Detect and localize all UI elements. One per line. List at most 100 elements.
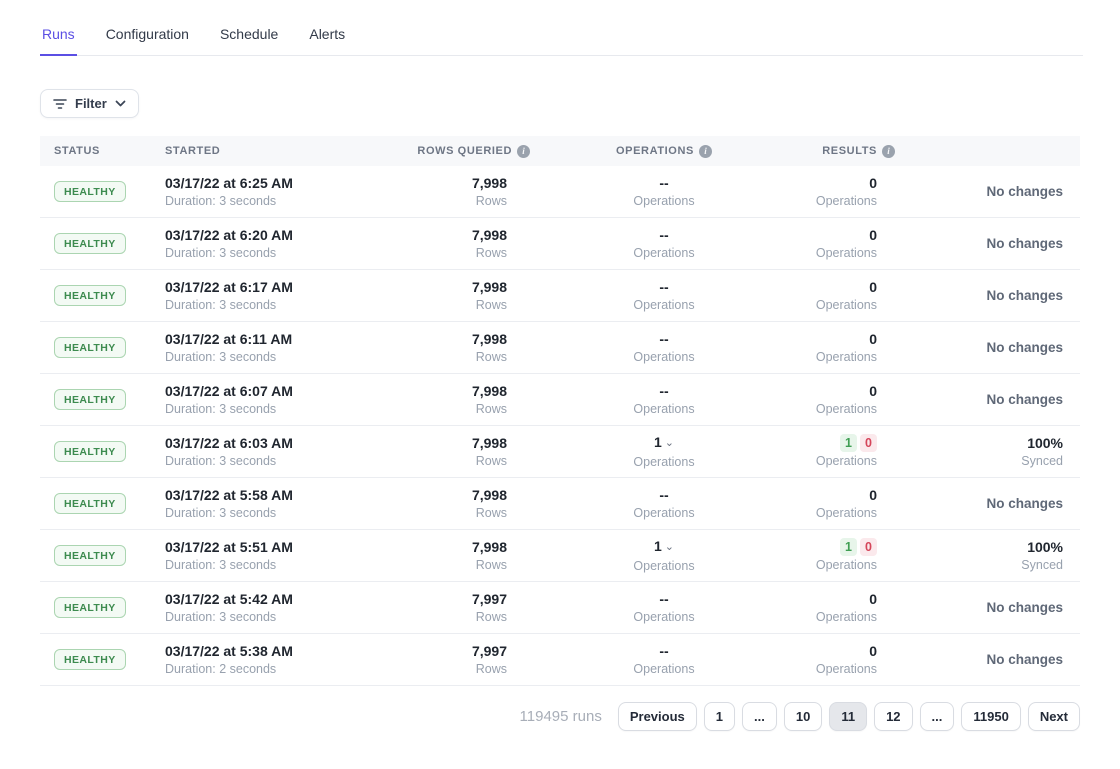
tab-runs[interactable]: Runs (40, 22, 77, 56)
page-button-10[interactable]: 10 (783, 702, 823, 731)
status-badge: HEALTHY (54, 389, 126, 410)
operations-label: Operations (633, 661, 695, 676)
operations-label: Operations (633, 349, 695, 364)
run-outcome: 100% Synced (895, 434, 1080, 470)
results-value: 0 (869, 486, 877, 503)
results-cell: 0 Operations (798, 590, 895, 626)
outcome-label: Synced (1021, 453, 1063, 468)
rows-queried-value: 7,997 (471, 642, 507, 659)
operations-label: Operations (633, 297, 695, 312)
status-badge: HEALTHY (54, 233, 126, 254)
page-button-previous[interactable]: Previous (617, 702, 697, 731)
results-cell: 0 Operations (798, 642, 895, 678)
page-button-ellipsis[interactable]: ... (742, 702, 777, 731)
tab-schedule[interactable]: Schedule (218, 22, 280, 56)
rows-queried-label: Rows (475, 661, 507, 676)
column-header-status: STATUS (40, 145, 160, 157)
status-badge: HEALTHY (54, 545, 126, 566)
status-badge: HEALTHY (54, 597, 126, 618)
tab-alerts[interactable]: Alerts (307, 22, 347, 56)
status-badge: HEALTHY (54, 649, 126, 670)
runs-table: STATUS STARTED ROWS QUERIED i OPERATIONS i RES… (40, 136, 1080, 686)
rows-queried-value: 7,998 (471, 174, 507, 191)
status-cell: HEALTHY (40, 337, 160, 358)
table-row: HEALTHY 03/17/22 at 6:07 AM Duration: 3 … (40, 374, 1080, 426)
table-row: HEALTHY 03/17/22 at 5:38 AM Duration: 2 … (40, 634, 1080, 686)
operations-expand-icon[interactable]: ⌄ (664, 436, 674, 449)
operations-value: 1 ⌄ (653, 537, 674, 554)
results-label: Operations (815, 349, 877, 364)
status-cell: HEALTHY (40, 597, 160, 618)
operations-cell: -- Operations (530, 382, 798, 418)
info-icon[interactable]: i (698, 144, 712, 158)
page-button-11[interactable]: 11 (829, 702, 868, 731)
run-started: 03/17/22 at 5:38 AM (165, 642, 293, 659)
started-cell: 03/17/22 at 6:03 AM Duration: 3 seconds (160, 434, 382, 470)
operations-label: Operations (633, 245, 695, 260)
results-label: Operations (815, 297, 877, 312)
results-value: 0 (869, 590, 877, 607)
info-icon[interactable]: i (517, 144, 530, 158)
results-value: 0 (869, 642, 877, 659)
operations-cell: 1 ⌄ Operations (530, 433, 798, 471)
operations-value: -- (659, 486, 669, 503)
results-label: Operations (815, 193, 877, 208)
status-cell: HEALTHY (40, 493, 160, 514)
status-badge: HEALTHY (54, 285, 126, 306)
started-cell: 03/17/22 at 6:11 AM Duration: 3 seconds (160, 330, 382, 366)
page-button-12[interactable]: 12 (874, 702, 913, 731)
page-button-next[interactable]: Next (1027, 702, 1080, 731)
status-badge: HEALTHY (54, 181, 126, 202)
tab-configuration[interactable]: Configuration (104, 22, 191, 56)
results-label: Operations (815, 453, 877, 468)
rows-queried-cell: 7,997 Rows (382, 642, 530, 678)
run-duration: Duration: 3 seconds (165, 453, 277, 468)
run-duration: Duration: 3 seconds (165, 245, 277, 260)
results-failed-count: 0 (860, 537, 877, 556)
run-outcome: No changes (986, 288, 1063, 303)
page-button-11950[interactable]: 11950 (961, 702, 1021, 731)
run-started: 03/17/22 at 6:11 AM (165, 330, 293, 347)
operations-expand-icon[interactable]: ⌄ (664, 540, 674, 553)
rows-queried-cell: 7,998 Rows (382, 486, 530, 522)
info-icon[interactable]: i (882, 144, 895, 158)
page-button-1[interactable]: 1 (703, 702, 735, 731)
status-cell: HEALTHY (40, 389, 160, 410)
run-outcome: No changes (986, 236, 1063, 251)
rows-queried-value: 7,998 (471, 278, 507, 295)
rows-queried-cell: 7,998 Rows (382, 434, 530, 470)
results-cell: 0 Operations (798, 226, 895, 262)
results-label: Operations (815, 557, 877, 572)
started-cell: 03/17/22 at 6:17 AM Duration: 3 seconds (160, 278, 382, 314)
operations-cell: -- Operations (530, 486, 798, 522)
run-started: 03/17/22 at 5:51 AM (165, 538, 293, 555)
filter-button[interactable]: Filter (40, 89, 139, 118)
rows-queried-cell: 7,998 Rows (382, 382, 530, 418)
runs-count: 119495 runs (519, 708, 602, 725)
operations-cell: 1 ⌄ Operations (530, 537, 798, 575)
rows-queried-label: Rows (475, 609, 507, 624)
operations-value: -- (659, 382, 669, 399)
rows-queried-cell: 7,998 Rows (382, 226, 530, 262)
chevron-down-icon (115, 100, 126, 107)
rows-queried-value: 7,998 (471, 538, 507, 555)
rows-queried-cell: 7,998 Rows (382, 174, 530, 210)
started-cell: 03/17/22 at 5:42 AM Duration: 3 seconds (160, 590, 382, 626)
operations-cell: -- Operations (530, 174, 798, 210)
operations-value: -- (659, 330, 669, 347)
column-header-label: STARTED (165, 145, 221, 157)
page-button-ellipsis[interactable]: ... (919, 702, 955, 731)
rows-queried-cell: 7,998 Rows (382, 330, 530, 366)
operations-cell: -- Operations (530, 226, 798, 262)
status-cell: HEALTHY (40, 441, 160, 462)
table-row: HEALTHY 03/17/22 at 6:17 AM Duration: 3 … (40, 270, 1080, 322)
run-outcome: 100% Synced (895, 538, 1080, 574)
rows-queried-label: Rows (475, 505, 507, 520)
rows-queried-value: 7,998 (471, 226, 507, 243)
rows-queried-label: Rows (475, 453, 507, 468)
rows-queried-value: 7,997 (471, 590, 507, 607)
results-value: 0 (869, 330, 877, 347)
status-cell: HEALTHY (40, 545, 160, 566)
